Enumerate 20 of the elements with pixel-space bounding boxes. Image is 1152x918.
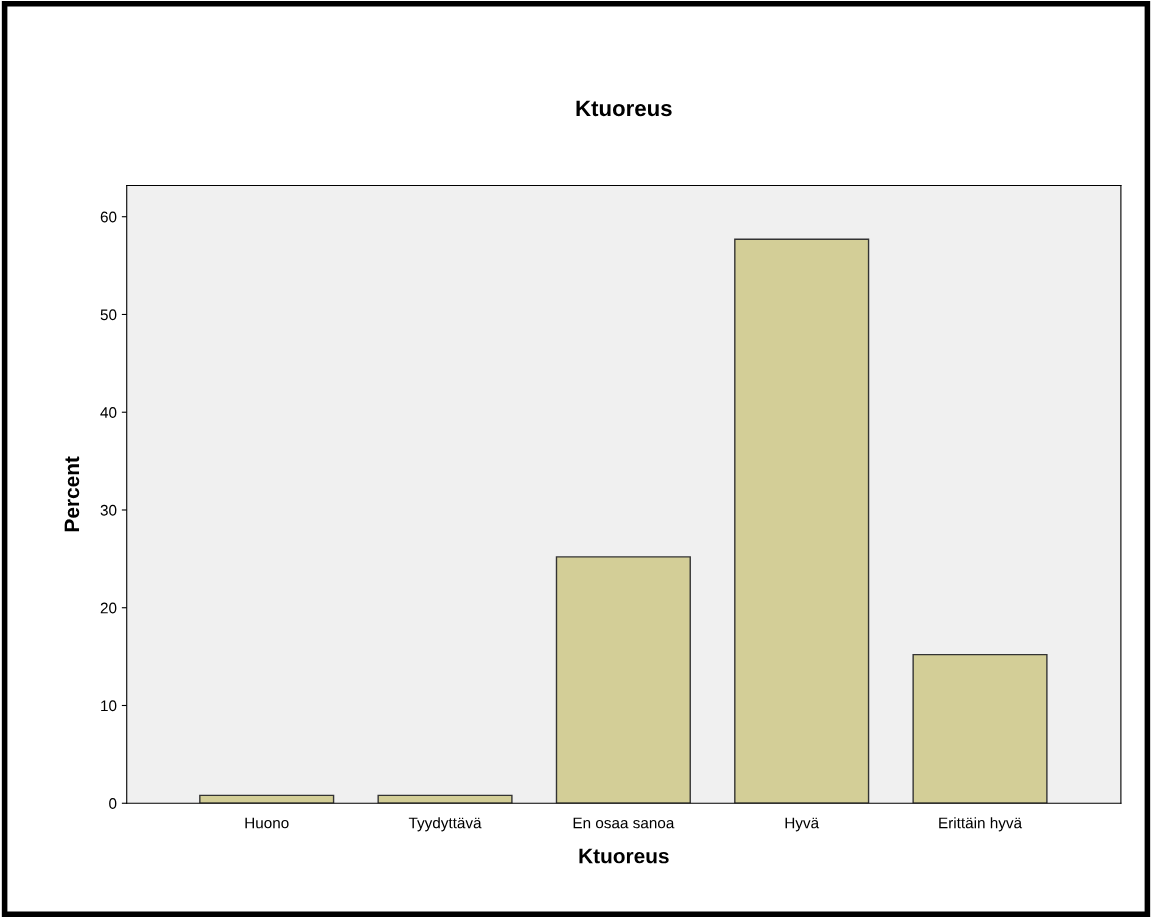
bar: [734, 238, 870, 804]
y-tick-label: 40: [100, 407, 117, 418]
bar: [555, 556, 691, 804]
y-tick-label: 30: [100, 504, 117, 516]
x-tick-label: En osaa sanoa: [573, 817, 675, 829]
y-tick-label: 0: [109, 798, 117, 809]
x-tick-label: Erittäin hyvä: [939, 817, 1023, 832]
y-tick-label: 60: [100, 211, 117, 223]
bar: [377, 794, 513, 804]
y-axis-title: Percent: [64, 456, 80, 532]
chart-title: Ktuoreus: [576, 100, 672, 117]
y-tick-label: 10: [101, 700, 117, 712]
x-tick-label: Huono: [245, 817, 289, 829]
bar: [912, 653, 1048, 804]
x-tick-label: Tyydyttävä: [408, 817, 482, 832]
bar: [199, 794, 335, 804]
y-tick-label: 20: [100, 602, 117, 614]
x-axis-title: Ktuoreus: [579, 848, 669, 864]
x-tick-label: Hyvä: [785, 817, 820, 832]
y-tick-label: 50: [100, 309, 117, 321]
